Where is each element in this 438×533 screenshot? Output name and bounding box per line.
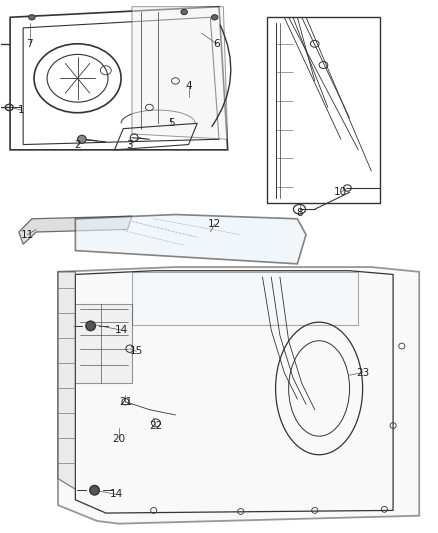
Text: 6: 6 <box>213 39 220 49</box>
Text: 22: 22 <box>149 421 162 431</box>
Text: 20: 20 <box>112 434 125 444</box>
Ellipse shape <box>212 14 218 20</box>
Text: 14: 14 <box>114 325 128 335</box>
Polygon shape <box>75 215 306 264</box>
Ellipse shape <box>86 321 95 330</box>
Polygon shape <box>58 267 419 523</box>
Text: 7: 7 <box>26 39 33 49</box>
Text: 1: 1 <box>18 105 24 115</box>
Text: 21: 21 <box>119 397 132 407</box>
Text: 23: 23 <box>356 368 369 377</box>
Text: 10: 10 <box>334 187 347 197</box>
Polygon shape <box>132 7 228 139</box>
Polygon shape <box>58 272 75 489</box>
Text: 5: 5 <box>168 118 174 128</box>
Text: 12: 12 <box>208 219 221 229</box>
Polygon shape <box>132 272 358 325</box>
Polygon shape <box>75 304 132 383</box>
Text: 11: 11 <box>21 230 34 240</box>
Text: 3: 3 <box>127 140 133 150</box>
Text: 8: 8 <box>296 208 303 219</box>
Text: 15: 15 <box>130 346 143 357</box>
Text: 4: 4 <box>185 81 192 91</box>
Text: 14: 14 <box>110 489 124 499</box>
Text: 2: 2 <box>74 140 81 150</box>
Ellipse shape <box>28 14 35 20</box>
Ellipse shape <box>181 10 187 14</box>
Polygon shape <box>19 216 132 244</box>
Ellipse shape <box>78 135 86 143</box>
Ellipse shape <box>90 486 99 495</box>
